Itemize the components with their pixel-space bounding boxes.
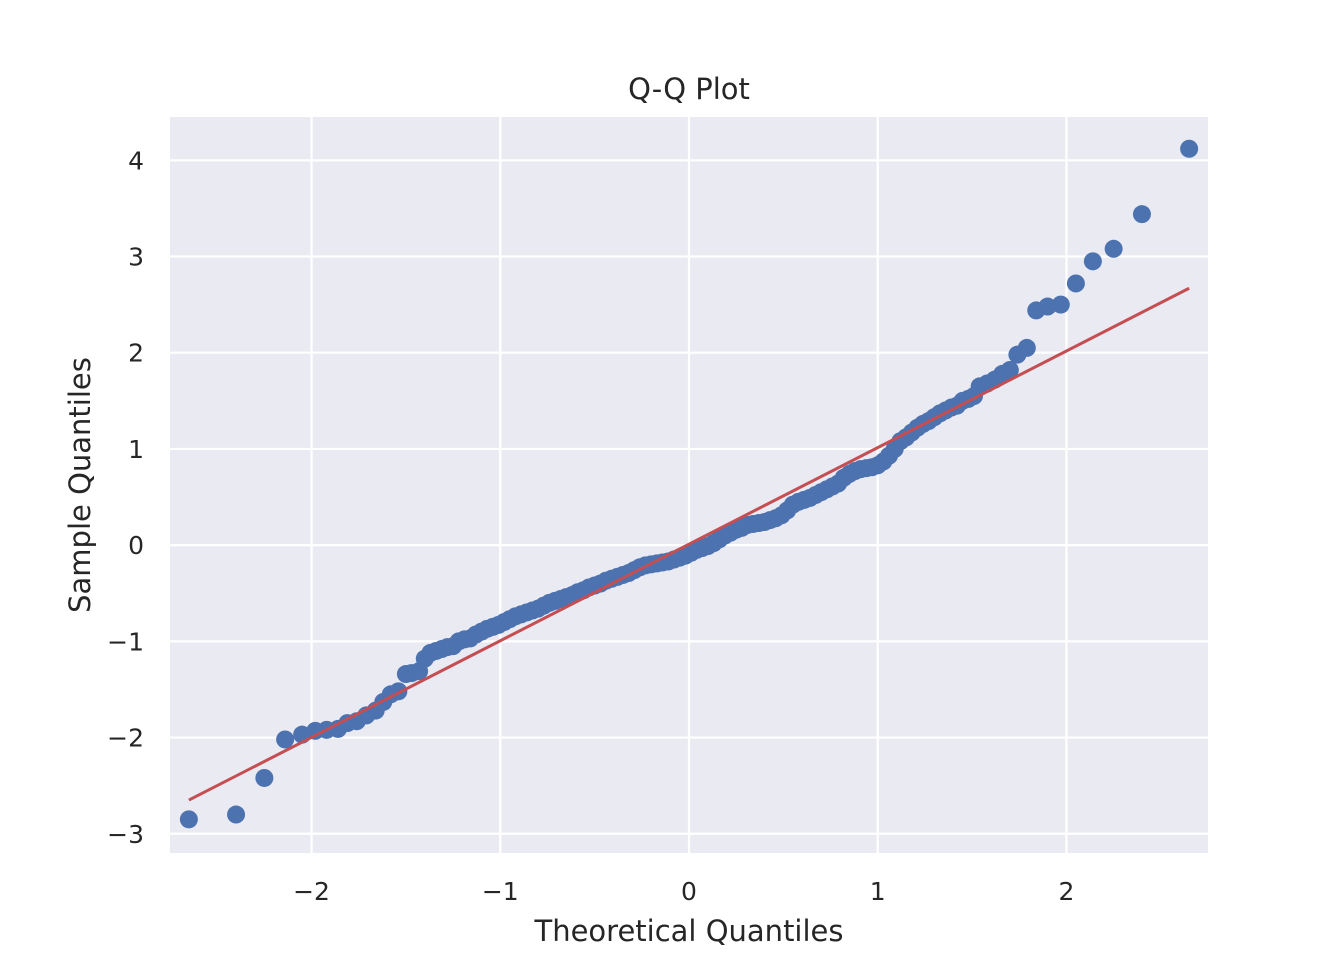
- y-tick-label: −3: [107, 820, 144, 849]
- data-point: [1017, 338, 1036, 357]
- y-axis-ticks: −3 −2 −1 0 1 2 3 4: [107, 146, 144, 848]
- data-points: [179, 139, 1199, 829]
- data-point: [276, 730, 295, 749]
- chart-title: Q-Q Plot: [628, 72, 750, 106]
- data-point: [1180, 139, 1199, 158]
- data-point: [255, 768, 274, 787]
- grid-lines: [170, 117, 1208, 853]
- x-axis-ticks: −2 −1 0 1 2: [293, 877, 1074, 906]
- data-point: [1104, 239, 1123, 258]
- data-point: [227, 805, 246, 824]
- x-tick-label: 1: [870, 877, 886, 906]
- data-point: [1132, 205, 1151, 224]
- data-point: [1083, 252, 1102, 271]
- x-tick-label: −2: [293, 877, 330, 906]
- y-tick-label: −1: [107, 627, 144, 656]
- y-tick-label: 1: [128, 435, 144, 464]
- y-tick-label: 2: [128, 339, 144, 368]
- x-tick-label: −1: [482, 877, 519, 906]
- data-point: [1000, 361, 1019, 380]
- x-tick-label: 2: [1059, 877, 1075, 906]
- x-axis-label: Theoretical Quantiles: [533, 914, 843, 948]
- y-tick-label: 0: [128, 531, 144, 560]
- reference-line: [188, 286, 1190, 802]
- y-tick-label: −2: [107, 724, 144, 753]
- y-tick-label: 4: [128, 146, 144, 175]
- data-point: [1066, 274, 1085, 293]
- data-point: [1038, 297, 1057, 316]
- y-axis-label: Sample Quantiles: [63, 357, 97, 613]
- x-tick-label: 0: [681, 877, 697, 906]
- data-point: [179, 810, 198, 829]
- y-tick-label: 3: [128, 243, 144, 272]
- data-point: [1051, 295, 1070, 314]
